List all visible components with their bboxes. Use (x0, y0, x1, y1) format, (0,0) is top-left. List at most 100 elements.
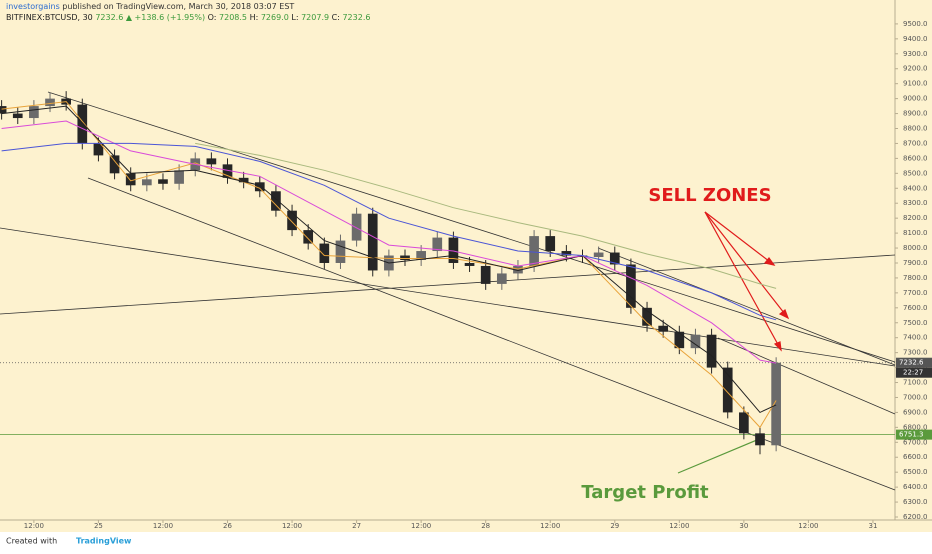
trend-line (0, 227, 896, 367)
y-tick-label: 7100.0 (903, 379, 928, 387)
candle-body (739, 412, 749, 434)
candle-body (593, 252, 604, 258)
symbol: BITFINEX:BTCUSD, 30 (6, 13, 93, 22)
candle-body (577, 255, 588, 258)
candle-body (496, 273, 507, 284)
x-tick-label: 31 (868, 522, 877, 530)
y-tick-label: 9500.0 (903, 20, 928, 28)
candle-body (367, 213, 378, 271)
candle-body (706, 334, 717, 368)
y-tick-label: 9300.0 (903, 50, 928, 58)
candle-body (77, 104, 88, 144)
y-tick-label: 8200.0 (903, 214, 928, 222)
last-price: 7232.6 (95, 13, 123, 22)
arrow-head (763, 257, 776, 266)
candle-body (658, 325, 669, 332)
countdown-tag (896, 367, 932, 378)
footer-brand[interactable]: TradingView (76, 537, 132, 546)
close: 7232.6 (342, 13, 370, 22)
author: investorgains (6, 2, 60, 11)
candle-body (303, 230, 314, 244)
y-tick-label: 9400.0 (903, 35, 928, 43)
open: 7208.5 (219, 13, 247, 22)
candle-body (755, 433, 765, 446)
candle-body (206, 158, 217, 165)
x-tick-label: 12:00 (669, 522, 689, 530)
y-tick-label: 8400.0 (903, 184, 928, 192)
candle-body (125, 173, 136, 186)
y-tick-label: 6900.0 (903, 408, 928, 416)
candle-body (254, 182, 265, 192)
high: 7269.0 (261, 13, 289, 22)
y-tick-label: 9200.0 (903, 65, 928, 73)
x-tick-label: 28 (481, 522, 490, 530)
x-tick-label: 12:00 (540, 522, 560, 530)
sell-arrows (704, 211, 790, 352)
y-tick-label: 9000.0 (903, 95, 928, 103)
candle-body (771, 362, 781, 446)
arrow (704, 211, 775, 266)
x-tick-label: 26 (223, 522, 232, 530)
price-tag-label: 7232.6 (899, 359, 924, 367)
candle-body (93, 143, 104, 156)
header-line: investorgains published on TradingView.c… (6, 2, 294, 11)
arrow-head (778, 309, 790, 320)
x-tick-label: 12:00 (798, 522, 818, 530)
candle-body (464, 262, 475, 266)
y-tick-label: 8600.0 (903, 154, 928, 162)
x-tick-label: 27 (352, 522, 361, 530)
y-tick-label: 7600.0 (903, 304, 928, 312)
candle-body (448, 237, 459, 263)
arrow (677, 436, 765, 474)
y-tick-label: 7300.0 (903, 349, 928, 357)
y-tick-label: 7900.0 (903, 259, 928, 267)
candle-body (174, 170, 184, 184)
x-tick-label: 12:00 (411, 522, 431, 530)
candle-body (400, 255, 410, 260)
arrow-head (773, 341, 782, 352)
symbol-line: BITFINEX:BTCUSD, 30 7232.6 ▲ +138.6 (+1.… (6, 13, 370, 22)
change: ▲ +138.6 (+1.95%) (126, 13, 205, 22)
y-tick-label: 8100.0 (903, 229, 928, 237)
x-tick-label: 12:00 (24, 522, 44, 530)
candle-body (690, 334, 701, 349)
y-tick-label: 8300.0 (903, 199, 928, 207)
candle-body (29, 106, 39, 119)
countdown: 22:27 (903, 369, 923, 377)
candle-body (480, 265, 491, 284)
x-tick-label: 12:00 (282, 522, 302, 530)
y-tick-label: 7000.0 (903, 393, 928, 401)
candle-body (319, 243, 330, 263)
y-tick-label: 7500.0 (903, 319, 928, 327)
y-tick-label: 6300.0 (903, 498, 928, 506)
published: published on TradingView.com, March 30, … (62, 2, 294, 11)
trend-line (47, 91, 896, 363)
candle-body (222, 164, 233, 178)
candle-body (722, 367, 733, 413)
y-tick-label: 8900.0 (903, 110, 928, 118)
y-tick-label: 6500.0 (903, 468, 928, 476)
candle-body (674, 331, 685, 349)
y-tick-label: 6400.0 (903, 483, 928, 491)
label: O: (208, 13, 217, 22)
candle-body (351, 213, 362, 241)
trend-line (597, 247, 896, 366)
arrow (704, 211, 789, 319)
y-tick-label: 6200.0 (903, 513, 928, 521)
y-tick-label: 6800.0 (903, 423, 928, 431)
moving-average (1, 105, 777, 414)
y-tick-label: 8700.0 (903, 139, 928, 147)
candle-body (609, 252, 620, 265)
candle-body (642, 307, 652, 326)
label: C: (332, 13, 340, 22)
candle-body (432, 237, 443, 252)
candle-body (335, 240, 346, 263)
low: 7207.9 (301, 13, 329, 22)
candle-body (45, 98, 55, 107)
y-tick-label: 7400.0 (903, 334, 928, 342)
candle-body (626, 264, 636, 308)
price-tag (896, 357, 932, 368)
x-tick-label: 12:00 (153, 522, 173, 530)
price-tag-label: 6751.3 (899, 431, 924, 439)
